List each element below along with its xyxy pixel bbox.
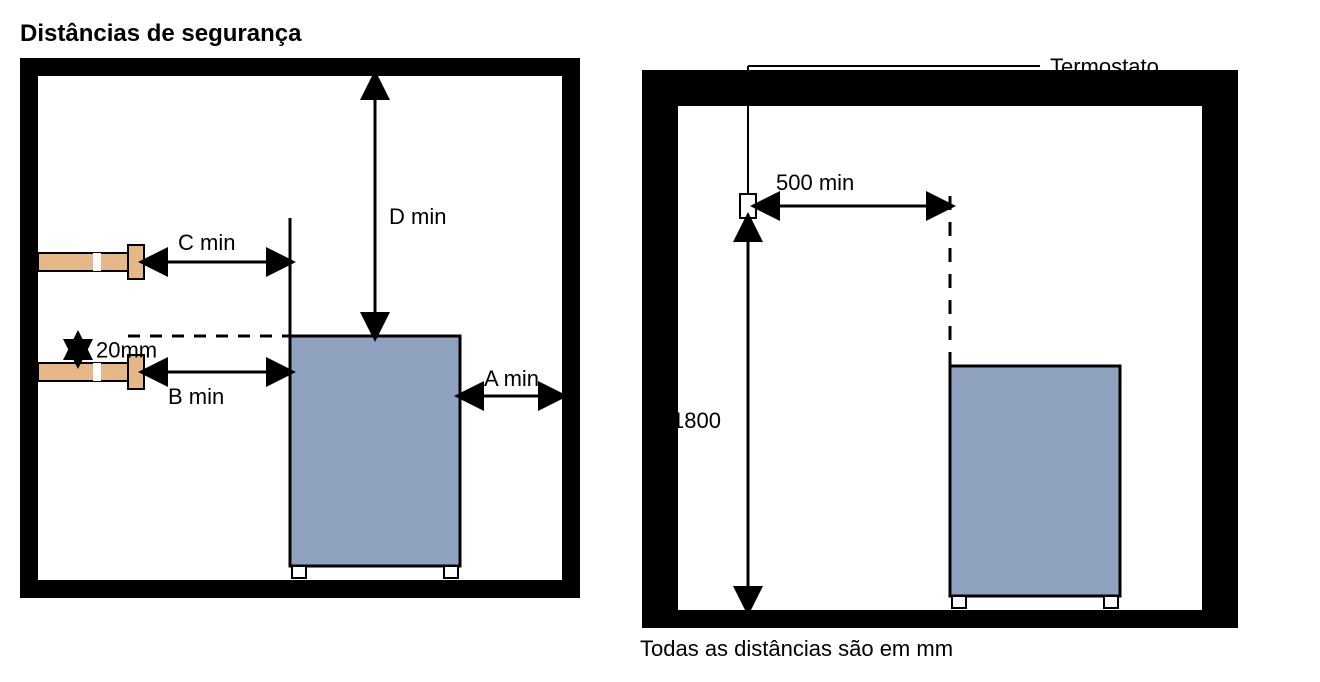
svg-text:500 min: 500 min bbox=[776, 170, 854, 195]
right-panel: Termostato500 min1800 Todas as distância… bbox=[640, 58, 1240, 662]
left-panel: A min B min C min D min 20mm bbox=[20, 58, 580, 662]
svg-text:B min: B min bbox=[168, 384, 224, 409]
right-diagram: Termostato500 min1800 bbox=[640, 58, 1240, 628]
svg-text:C min: C min bbox=[178, 230, 235, 255]
caption: Todas as distâncias são em mm bbox=[640, 636, 1240, 662]
svg-text:1800: 1800 bbox=[672, 408, 721, 433]
svg-text:D min: D min bbox=[389, 204, 446, 229]
svg-text:A min: A min bbox=[484, 366, 539, 391]
svg-text:20mm: 20mm bbox=[96, 338, 157, 363]
page-title: Distâncias de segurança bbox=[20, 20, 1300, 48]
diagram-container: A minB minC minD min20mm Termostato500 m… bbox=[20, 58, 1300, 662]
left-diagram: A min B min C min D min 20mm bbox=[20, 58, 580, 598]
